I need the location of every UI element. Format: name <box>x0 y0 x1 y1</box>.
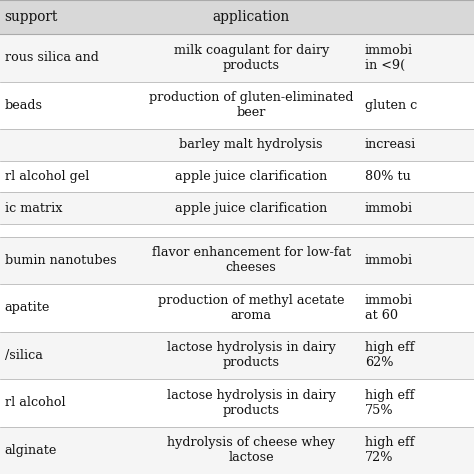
Text: hydrolysis of cheese whey
lactose: hydrolysis of cheese whey lactose <box>167 436 335 464</box>
Text: rl alcohol gel: rl alcohol gel <box>5 170 89 183</box>
Bar <box>0 427 474 474</box>
Text: alginate: alginate <box>5 444 57 457</box>
Bar <box>0 161 474 192</box>
Text: apatite: apatite <box>5 301 50 314</box>
Text: production of methyl acetate
aroma: production of methyl acetate aroma <box>158 294 345 322</box>
Text: rous silica and: rous silica and <box>5 51 99 64</box>
Text: lactose hydrolysis in dairy
products: lactose hydrolysis in dairy products <box>167 389 336 417</box>
Text: application: application <box>213 10 290 24</box>
Text: high eff
62%: high eff 62% <box>365 341 414 369</box>
Text: lactose hydrolysis in dairy
products: lactose hydrolysis in dairy products <box>167 341 336 369</box>
Text: gluten c: gluten c <box>365 99 417 112</box>
Text: support: support <box>5 10 58 24</box>
Text: high eff
75%: high eff 75% <box>365 389 414 417</box>
Bar <box>0 237 474 284</box>
Text: immobi: immobi <box>365 254 413 267</box>
Text: milk coagulant for dairy
products: milk coagulant for dairy products <box>173 44 329 72</box>
Text: rl alcohol: rl alcohol <box>5 396 65 409</box>
Text: apple juice clarification: apple juice clarification <box>175 170 328 183</box>
Bar <box>0 379 474 427</box>
Bar <box>0 332 474 379</box>
Text: ic matrix: ic matrix <box>5 201 62 215</box>
Text: beads: beads <box>5 99 43 112</box>
Bar <box>0 82 474 129</box>
Bar <box>0 224 474 237</box>
Text: production of gluten-eliminated
beer: production of gluten-eliminated beer <box>149 91 354 119</box>
Bar <box>0 0 474 34</box>
Text: increasi: increasi <box>365 138 416 151</box>
Text: immobi
at 60: immobi at 60 <box>365 294 413 322</box>
Text: barley malt hydrolysis: barley malt hydrolysis <box>180 138 323 151</box>
Text: apple juice clarification: apple juice clarification <box>175 201 328 215</box>
Text: high eff
72%: high eff 72% <box>365 436 414 464</box>
Text: 80% tu: 80% tu <box>365 170 411 183</box>
Bar <box>0 34 474 82</box>
Text: immobi: immobi <box>365 201 413 215</box>
Bar <box>0 192 474 224</box>
Bar <box>0 284 474 332</box>
Text: immobi
in <9(: immobi in <9( <box>365 44 413 72</box>
Bar <box>0 129 474 161</box>
Text: bumin nanotubes: bumin nanotubes <box>5 254 116 267</box>
Text: flavor enhancement for low-fat
cheeses: flavor enhancement for low-fat cheeses <box>152 246 351 274</box>
Text: /silica: /silica <box>5 349 43 362</box>
